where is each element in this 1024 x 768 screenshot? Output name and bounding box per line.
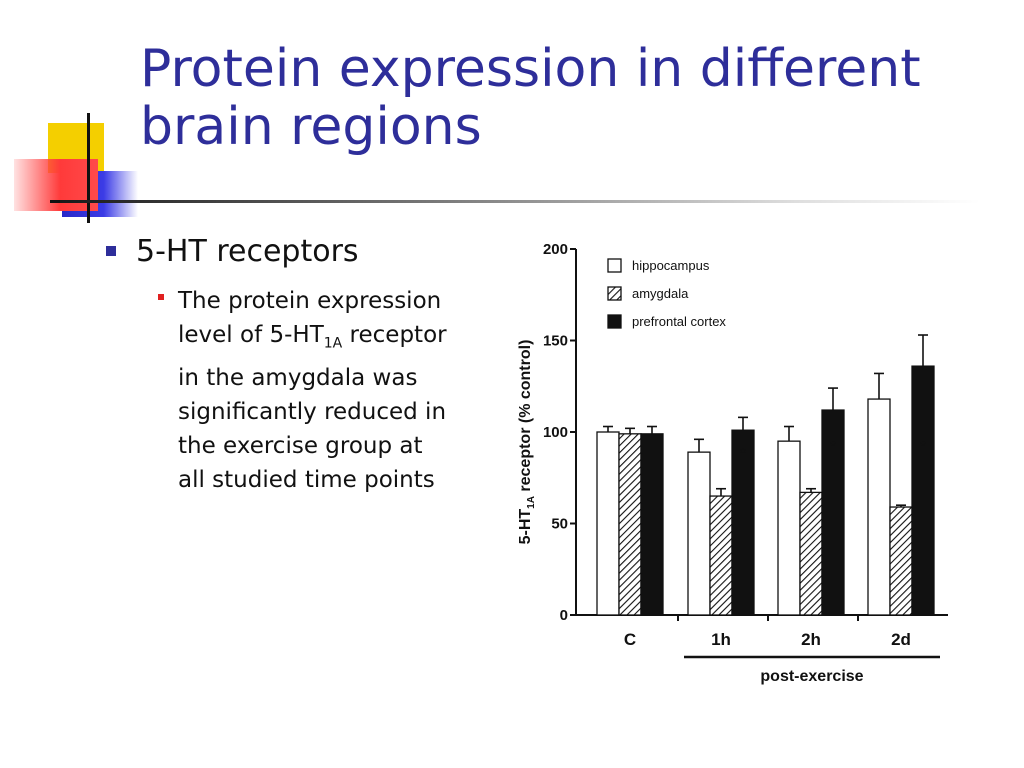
bar-hippocampus-C xyxy=(596,431,620,616)
bar-prefrontal-cortex-2d xyxy=(911,365,935,616)
x-tick-label-1h: 1h xyxy=(711,630,731,649)
bar-prefrontal-cortex-C xyxy=(640,433,664,616)
y-tick-label-0: 0 xyxy=(560,607,568,624)
bullet-2-text-part-2: receptor in the amygdala was significant… xyxy=(178,322,447,493)
bullet-2-subscript: 1A xyxy=(323,335,343,352)
significance-marker-1h: * xyxy=(740,444,746,460)
legend-label-amygdala: amygdala xyxy=(632,286,689,301)
legend-swatch-prefrontal-cortex xyxy=(607,314,622,329)
bullet-2-text: The protein expression level of 5-HT1A r… xyxy=(178,284,450,497)
y-axis-label: 5-HT1A receptor (% control) xyxy=(517,340,537,545)
x-tick-label-2h: 2h xyxy=(801,630,821,649)
square-bullet-icon xyxy=(106,246,116,256)
slide-title-line-2: brain regions xyxy=(140,97,482,157)
y-tick-label-1: 50 xyxy=(551,516,568,533)
bar-amygdala-2d xyxy=(889,506,913,616)
bar-hippocampus-2d xyxy=(867,398,891,616)
deco-vertical-line xyxy=(87,113,90,223)
deco-red-square xyxy=(14,159,98,211)
bar-hippocampus-1h xyxy=(687,451,711,616)
bar-amygdala-1h xyxy=(709,495,733,616)
x-tick-label-2d: 2d xyxy=(891,630,911,649)
y-tick-label-2: 100 xyxy=(543,424,568,441)
bullet-list: 5-HT receptors The protein expression le… xyxy=(100,232,480,497)
group-label: post-exercise xyxy=(760,668,863,685)
bar-amygdala-C xyxy=(618,433,642,616)
significance-marker-2h: * xyxy=(830,437,836,453)
bar-hippocampus-2h xyxy=(777,440,801,616)
y-tick-label-4: 200 xyxy=(543,241,568,258)
x-tick-label-C: C xyxy=(624,630,636,649)
bullet-level-1: 5-HT receptors xyxy=(100,232,480,272)
legend-swatch-hippocampus xyxy=(607,258,622,273)
significance-marker-2d: * xyxy=(920,437,926,453)
legend-label-hippocampus: hippocampus xyxy=(632,258,710,273)
bullet-2-text-part-1: The protein expression level of 5-HT xyxy=(178,288,442,348)
bullet-1-text: 5-HT receptors xyxy=(136,234,359,269)
bullet-level-2: The protein expression level of 5-HT1A r… xyxy=(156,284,480,497)
slide-title: Protein expression in different brain re… xyxy=(140,40,1000,156)
slide-title-line-1: Protein expression in different xyxy=(140,39,921,99)
title-underline xyxy=(60,200,980,203)
bar-amygdala-2h xyxy=(799,491,823,616)
legend-label-prefrontal-cortex: prefrontal cortex xyxy=(632,314,726,329)
bar-chart: 0 50 100 150 200 5-HT1A receptor (% control) C… xyxy=(517,241,948,685)
y-tick-label-3: 150 xyxy=(543,333,568,350)
legend-swatch-amygdala xyxy=(607,286,622,301)
small-square-bullet-icon xyxy=(158,294,164,300)
